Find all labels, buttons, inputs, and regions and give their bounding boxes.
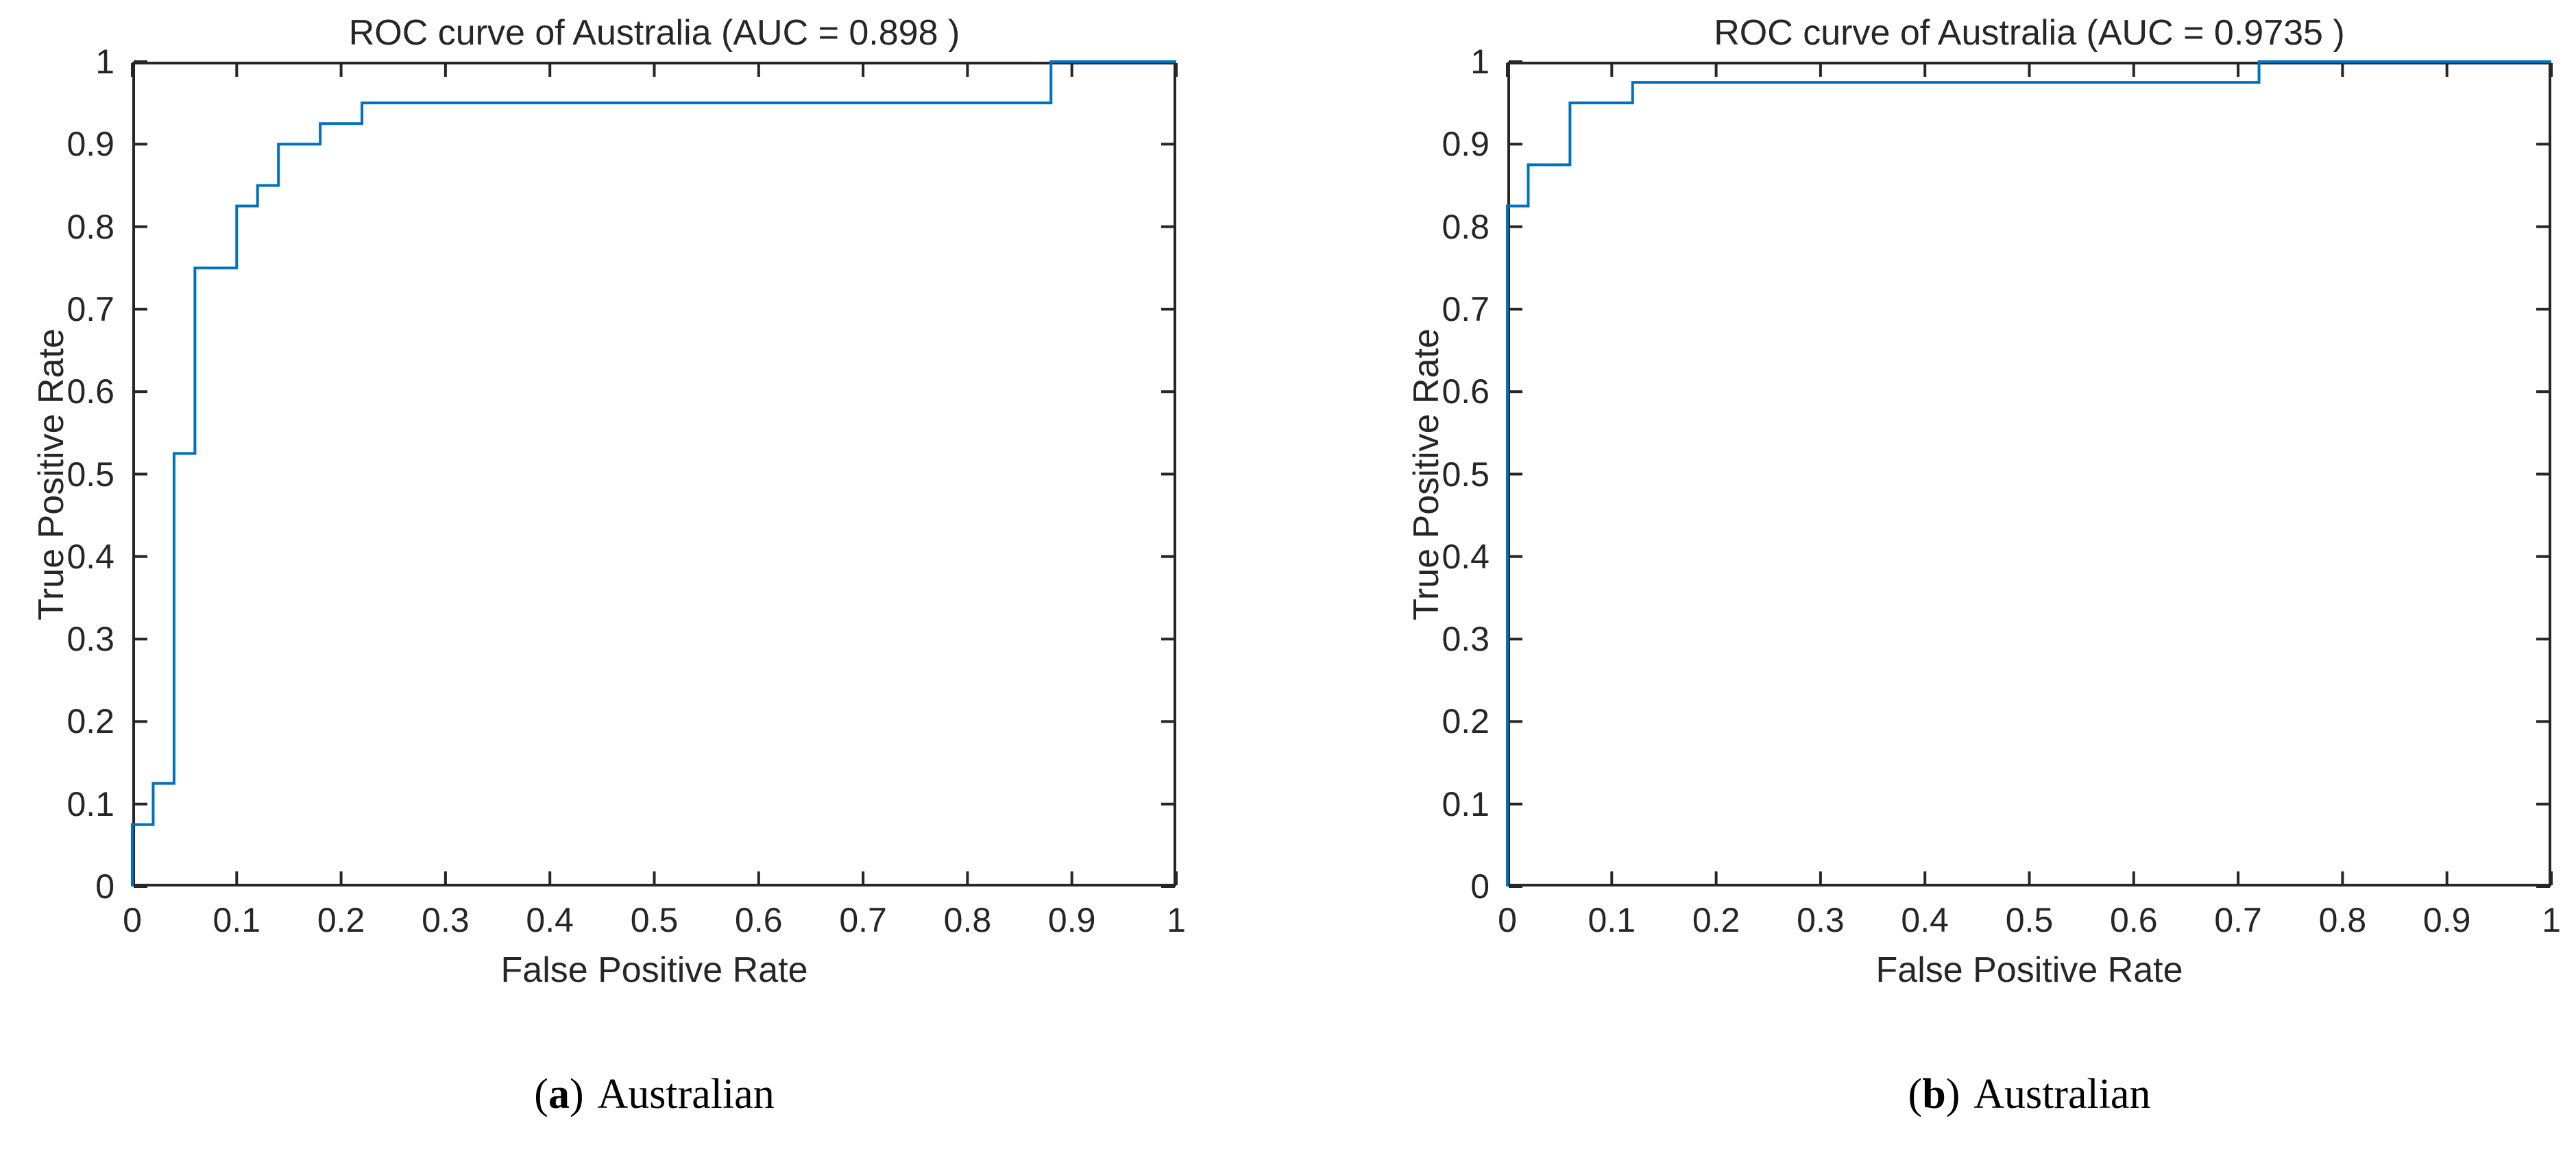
chart-title: ROC curve of Australia (AUC = 0.9735 ) (1714, 13, 2345, 53)
y-tick-label: 0 (1470, 867, 1490, 906)
x-tick-label: 0.6 (735, 901, 783, 939)
x-tick-label: 0.9 (2422, 901, 2471, 939)
caption-letter: b (1922, 1071, 1946, 1118)
roc-chart-panel-a: ROC curve of Australia (AUC = 0.898 ) Tr… (32, 13, 1186, 1118)
x-tick-label: 0.1 (1588, 901, 1636, 939)
y-tick-label: 0.1 (1442, 784, 1490, 823)
plot-area (1506, 60, 2553, 888)
x-tick-label: 0.8 (2318, 901, 2367, 939)
caption-letter: a (548, 1071, 570, 1118)
x-tick-label: 0.4 (526, 901, 574, 939)
caption-open-paren: ( (534, 1071, 548, 1118)
y-tick-label: 0.9 (66, 125, 114, 164)
axis-box (132, 62, 1176, 886)
caption-close-paren: ) (1945, 1071, 1960, 1118)
y-tick-label: 0.4 (1442, 537, 1490, 576)
x-tick-label: 0.4 (1901, 901, 1949, 939)
y-tick-label: 0.6 (66, 372, 114, 411)
x-tick-label: 0.8 (943, 901, 992, 939)
y-tick-label: 0.8 (1442, 207, 1490, 246)
x-axis-label: False Positive Rate (1875, 950, 2183, 990)
x-tick-label: 0.5 (630, 901, 679, 939)
subfigure-caption-b: (b) Australian (1908, 1070, 2151, 1119)
y-tick-label: 0.5 (66, 455, 114, 494)
caption-label: Australian (1973, 1071, 2151, 1118)
x-tick-label: 0.2 (317, 901, 365, 939)
y-tick-label: 0.3 (1442, 620, 1490, 659)
y-axis-label: True Positive Rate (1407, 328, 1446, 620)
roc-curve (131, 60, 1176, 886)
chart-title: ROC curve of Australia (AUC = 0.898 ) (348, 13, 960, 53)
x-tick-label: 0.7 (839, 901, 887, 939)
y-tick-label: 0.9 (1442, 125, 1490, 164)
y-tick-label: 0.4 (66, 537, 114, 576)
y-tick-label: 0.8 (66, 207, 114, 246)
y-axis-label: True Positive Rate (32, 328, 71, 620)
x-tick-label: 0.5 (2005, 901, 2054, 939)
subfigure-caption-a: (a) Australian (534, 1070, 774, 1119)
y-tick-label: 0.3 (66, 620, 114, 659)
x-tick-label: 0 (1498, 901, 1517, 939)
y-tick-label: 0.7 (66, 289, 114, 328)
y-tick-label: 1 (1470, 43, 1490, 81)
axis-box (1507, 62, 2551, 886)
x-tick-label: 0.9 (1047, 901, 1096, 939)
x-axis-label: False Positive Rate (500, 950, 808, 990)
x-tick-label: 0.6 (2110, 901, 2158, 939)
caption-open-paren: ( (1908, 1071, 1923, 1118)
y-tick-label: 0.5 (1442, 455, 1490, 494)
y-tick-label: 0.2 (66, 702, 114, 741)
y-tick-label: 0.1 (66, 784, 114, 823)
plot-area (131, 60, 1178, 888)
roc-chart-panel-b: ROC curve of Australia (AUC = 0.9735 ) T… (1407, 13, 2561, 1118)
y-tick-label: 0.7 (1442, 289, 1490, 328)
x-tick-label: 0.3 (1797, 901, 1845, 939)
y-tick-label: 1 (95, 43, 114, 81)
x-tick-label: 0 (123, 901, 142, 939)
y-tick-label: 0.6 (1442, 372, 1490, 411)
x-tick-label: 0.2 (1692, 901, 1740, 939)
x-tick-label: 0.7 (2214, 901, 2262, 939)
x-tick-label: 1 (2542, 901, 2561, 939)
roc-curve (1506, 60, 2551, 886)
caption-close-paren: ) (569, 1071, 584, 1118)
x-tick-label: 0.3 (422, 901, 470, 939)
caption-label: Australian (597, 1071, 775, 1118)
y-tick-label: 0.2 (1442, 702, 1490, 741)
y-tick-label: 0 (95, 867, 114, 906)
x-tick-label: 0.1 (212, 901, 261, 939)
x-tick-label: 1 (1167, 901, 1186, 939)
